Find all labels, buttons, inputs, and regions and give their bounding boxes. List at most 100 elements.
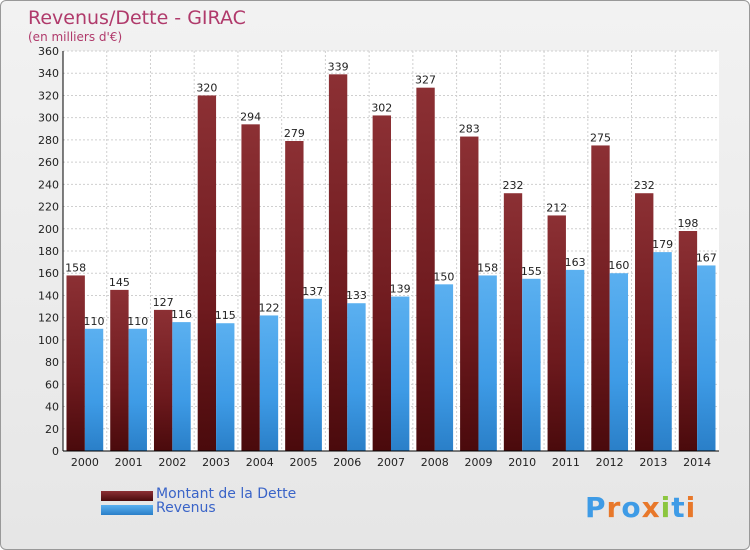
- data-label-revenus: 115: [215, 309, 236, 322]
- bar-revenus: [697, 265, 716, 451]
- x-tick-label: 2013: [639, 456, 667, 469]
- data-label-dette: 212: [546, 201, 567, 214]
- bar-revenus: [653, 252, 672, 451]
- bar-dette: [416, 87, 435, 452]
- bar-dette: [547, 215, 566, 451]
- y-tick-label: 60: [45, 378, 59, 391]
- data-label-dette: 145: [109, 276, 130, 289]
- bar-dette: [110, 289, 129, 451]
- bar-revenus: [128, 328, 147, 451]
- x-tick-label: 2004: [246, 456, 274, 469]
- y-tick-label: 260: [38, 156, 59, 169]
- data-label-revenus: 155: [521, 265, 542, 278]
- bar-dette: [66, 275, 85, 451]
- x-tick-label: 2006: [333, 456, 361, 469]
- bar-dette: [678, 231, 698, 451]
- y-tick-label: 20: [45, 423, 59, 436]
- bar-revenus: [84, 328, 104, 451]
- proxiti-logo: Proxiti: [585, 491, 696, 524]
- legend-swatch-revenus: [101, 505, 153, 515]
- x-tick-label: 2000: [71, 456, 99, 469]
- y-tick-label: 120: [38, 312, 59, 325]
- data-label-dette: 275: [590, 131, 611, 144]
- data-label-revenus: 160: [608, 259, 629, 272]
- x-tick-label: 2012: [596, 456, 624, 469]
- x-tick-label: 2007: [377, 456, 405, 469]
- data-label-revenus: 116: [171, 308, 192, 321]
- x-tick-label: 2002: [158, 456, 186, 469]
- data-label-dette: 232: [503, 179, 524, 192]
- bar-revenus: [172, 322, 191, 451]
- data-label-dette: 279: [284, 127, 305, 140]
- bar-dette: [241, 124, 260, 451]
- logo-letter: t: [671, 491, 686, 524]
- bar-dette: [372, 115, 391, 451]
- data-label-revenus: 158: [477, 261, 498, 274]
- bar-dette: [197, 95, 217, 451]
- data-label-revenus: 122: [258, 301, 279, 314]
- y-tick-label: 140: [38, 289, 59, 302]
- y-tick-label: 240: [38, 178, 59, 191]
- data-label-dette: 302: [371, 101, 392, 114]
- bar-revenus: [522, 278, 541, 451]
- y-tick-label: 80: [45, 356, 59, 369]
- data-label-dette: 158: [65, 261, 86, 274]
- data-label-revenus: 137: [302, 285, 323, 298]
- x-tick-label: 2005: [290, 456, 318, 469]
- bar-revenus: [565, 269, 585, 451]
- data-label-dette: 198: [677, 217, 698, 230]
- bar-dette: [460, 136, 479, 452]
- y-tick-label: 40: [45, 401, 59, 414]
- logo-letter: i: [660, 491, 672, 524]
- y-tick-label: 340: [38, 67, 59, 80]
- y-tick-label: 360: [38, 45, 59, 58]
- data-label-dette: 339: [328, 60, 349, 73]
- bar-dette: [503, 193, 523, 451]
- y-tick-label: 320: [38, 89, 59, 102]
- data-label-revenus: 139: [390, 283, 411, 296]
- y-tick-label: 220: [38, 201, 59, 214]
- data-label-revenus: 167: [696, 251, 717, 264]
- legend-swatch-dette: [101, 491, 153, 501]
- logo-letter: x: [641, 491, 661, 524]
- chart-subtitle: (en milliers d'€): [28, 30, 123, 44]
- y-tick-label: 300: [38, 112, 59, 125]
- data-label-revenus: 110: [127, 315, 148, 328]
- bar-revenus: [259, 315, 279, 451]
- x-tick-label: 2010: [508, 456, 536, 469]
- bar-dette: [285, 141, 304, 451]
- data-label-dette: 327: [415, 74, 436, 87]
- y-tick-label: 180: [38, 245, 59, 258]
- data-label-revenus: 150: [433, 270, 454, 283]
- bar-revenus: [609, 273, 629, 451]
- bar-dette: [635, 193, 654, 451]
- x-tick-label: 2009: [464, 456, 492, 469]
- y-tick-label: 160: [38, 267, 59, 280]
- logo-letter: o: [621, 491, 642, 524]
- data-label-dette: 294: [240, 110, 261, 123]
- bar-dette: [328, 74, 348, 451]
- x-tick-label: 2014: [683, 456, 711, 469]
- legend-label-revenus: Revenus: [156, 500, 216, 516]
- bar-revenus: [347, 303, 366, 451]
- bar-revenus: [391, 296, 410, 451]
- bar-dette: [153, 309, 173, 451]
- x-tick-label: 2003: [202, 456, 230, 469]
- chart-title: Revenus/Dette - GIRAC: [28, 7, 246, 29]
- logo-letter: r: [606, 491, 622, 524]
- bar-revenus: [303, 298, 322, 451]
- y-tick-label: 0: [52, 445, 59, 458]
- legend-label-dette: Montant de la Dette: [156, 486, 297, 502]
- data-label-revenus: 179: [652, 238, 673, 251]
- data-label-revenus: 110: [84, 315, 105, 328]
- logo-letter: P: [585, 491, 607, 524]
- x-tick-label: 2008: [421, 456, 449, 469]
- bar-revenus: [478, 275, 497, 451]
- data-label-revenus: 133: [346, 289, 367, 302]
- logo-letter: i: [685, 491, 697, 524]
- bar-revenus: [216, 323, 235, 451]
- data-label-dette: 127: [153, 296, 174, 309]
- data-label-revenus: 163: [565, 256, 586, 269]
